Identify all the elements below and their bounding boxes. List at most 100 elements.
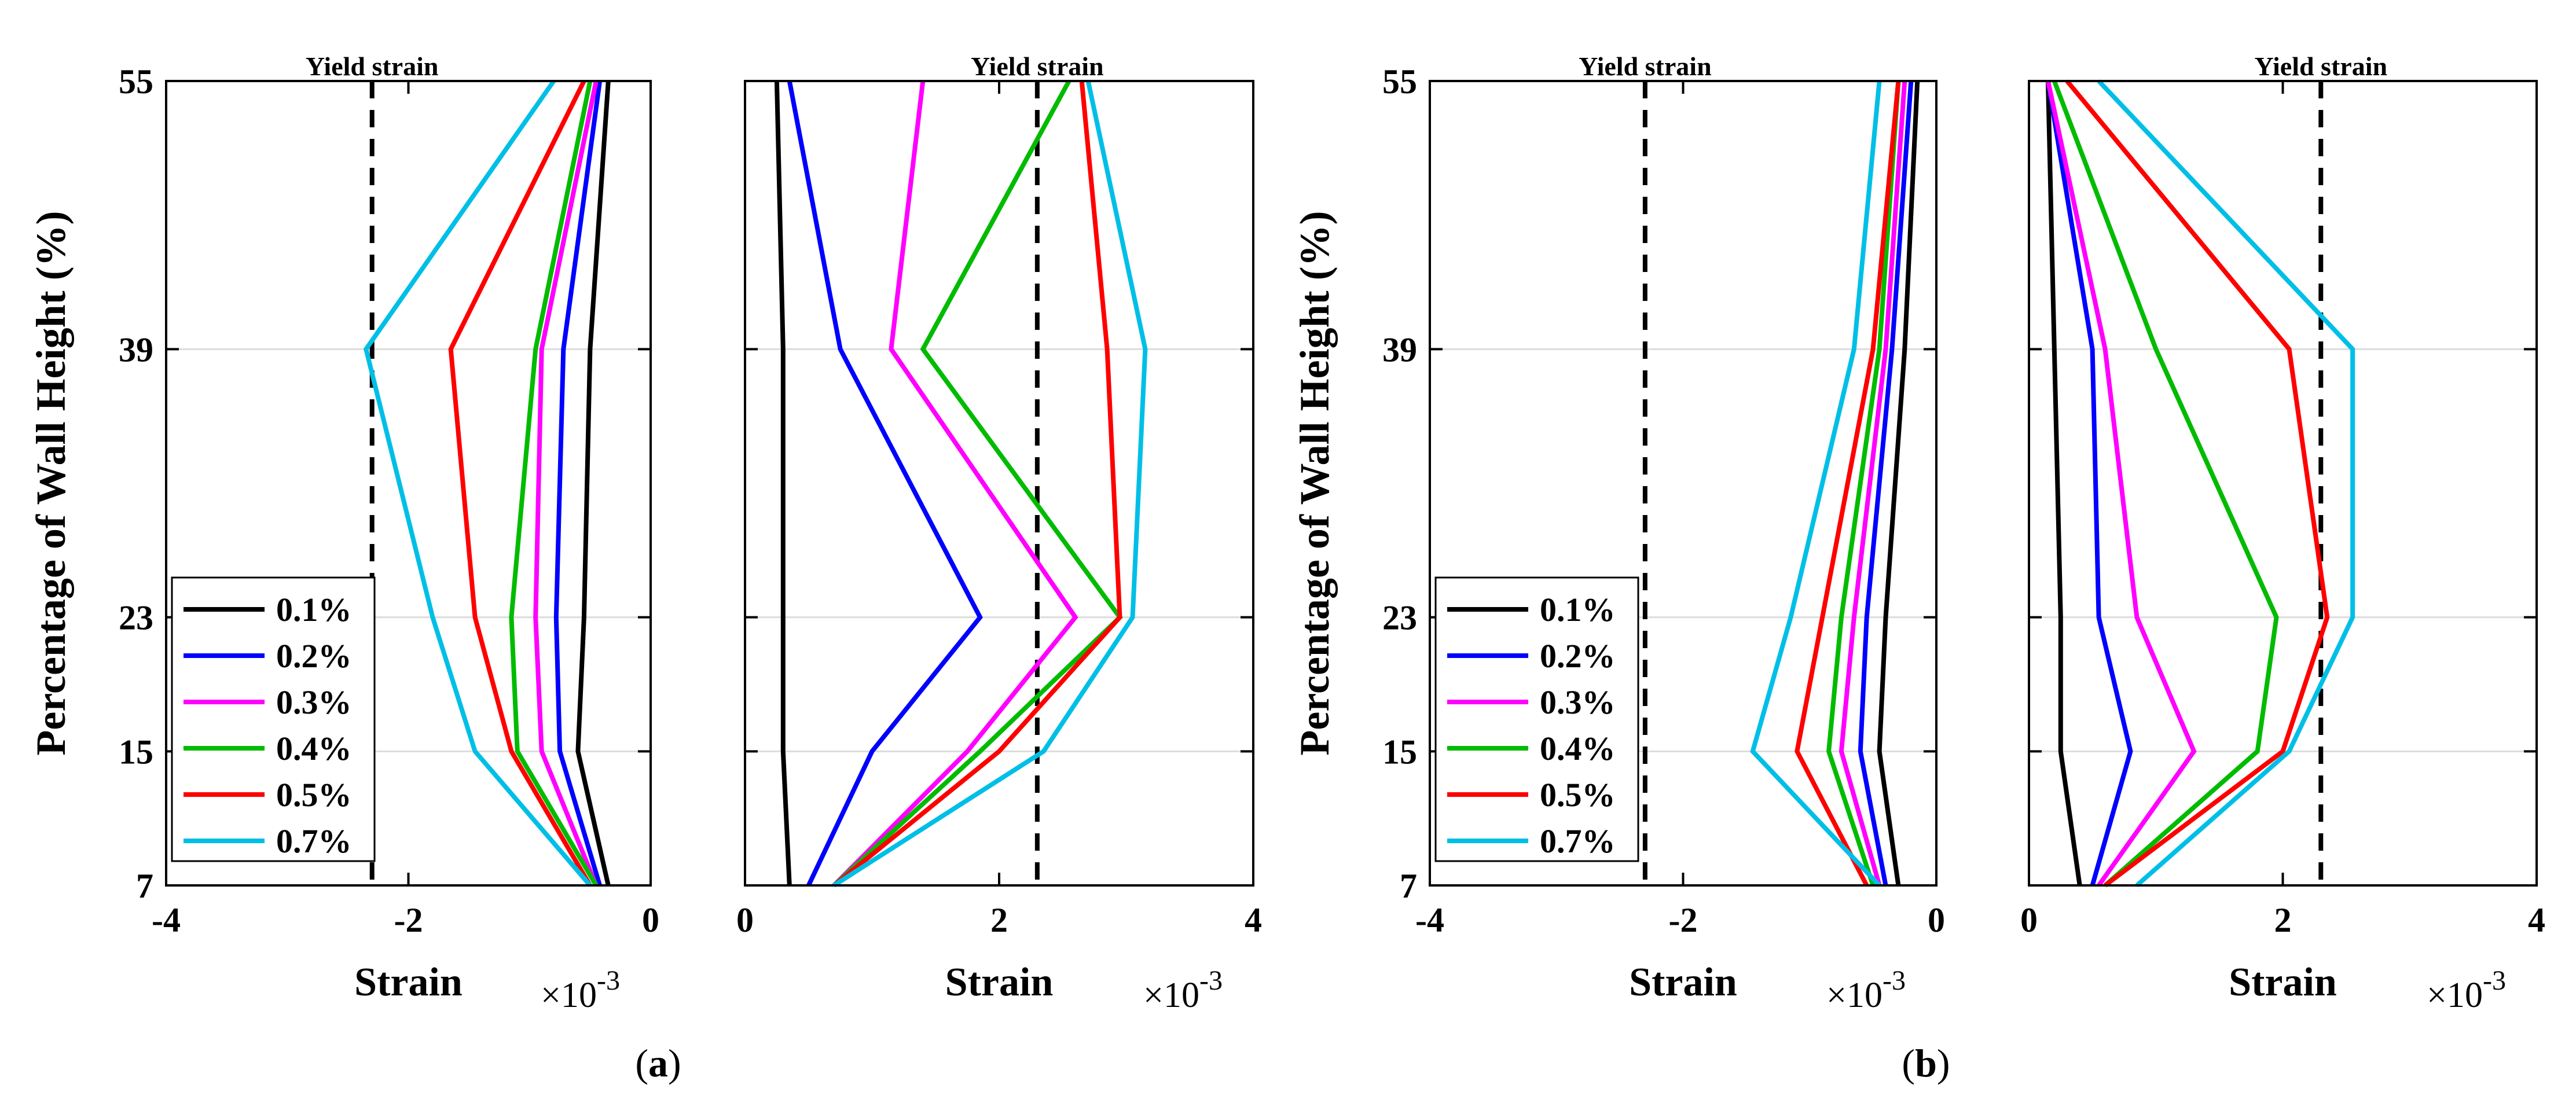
x-multiplier-base: ×10 <box>1143 976 1199 1015</box>
x-tick-label: 4 <box>2528 901 2545 939</box>
x-tick-label: -2 <box>394 901 423 939</box>
series-line-0-1pct <box>575 80 611 886</box>
subfigure-label: (b) <box>1902 1041 1950 1085</box>
legend-box <box>171 576 376 862</box>
x-multiplier-base: ×10 <box>2427 976 2483 1015</box>
legend-label: 0.5% <box>1540 776 1616 814</box>
x-axis-label: Strain <box>2229 960 2337 1005</box>
series-line-0-1pct <box>2045 80 2082 886</box>
x-axis-label: Strain <box>354 960 463 1005</box>
legend-label: 0.1% <box>1540 591 1616 628</box>
y-axis-label: Percentage of Wall Height (%) <box>28 211 74 755</box>
x-axis-multiplier: ×10-3 <box>541 965 620 1015</box>
y-tick-label: 15 <box>119 733 153 771</box>
x-axis-label: Strain <box>1629 960 1737 1005</box>
axes-box <box>744 80 1254 887</box>
legend-box <box>1434 576 1639 862</box>
x-multiplier-exponent: -3 <box>1883 965 1906 996</box>
x-multiplier-exponent: -3 <box>2483 965 2506 996</box>
series-line-0-3pct <box>1839 80 1907 887</box>
y-tick-label: 7 <box>1400 867 1417 905</box>
x-multiplier-base: ×10 <box>541 976 597 1015</box>
x-tick-label: 0 <box>2020 901 2038 939</box>
axes-box <box>2028 80 2538 887</box>
y-tick-label: 23 <box>119 599 153 637</box>
subfigure-label-letter: a <box>648 1041 668 1085</box>
subfigure-label: (a) <box>635 1041 681 1085</box>
series-line-0-5pct <box>832 80 1122 888</box>
series-line-0-2pct <box>2045 80 2133 887</box>
series-line-0-4pct <box>509 80 599 887</box>
subfigure-label-open: ( <box>1902 1041 1915 1085</box>
legend-label: 0.4% <box>1540 730 1616 767</box>
yield-strain-label: Yield strain <box>971 52 1104 81</box>
x-multiplier-base: ×10 <box>1826 976 1883 1015</box>
yield-strain-label: Yield strain <box>2254 52 2387 81</box>
x-tick-label: 2 <box>2274 901 2292 939</box>
x-tick-label: -2 <box>1669 901 1698 939</box>
y-tick-label: 15 <box>1382 733 1417 771</box>
series-line-0-3pct <box>832 80 1078 887</box>
subfigure-label-open: ( <box>635 1041 648 1085</box>
series-line-0-5pct <box>1795 80 1901 887</box>
x-axis-multiplier: ×10-3 <box>1143 965 1223 1015</box>
series-line-0-2pct <box>1858 80 1914 886</box>
x-axis-multiplier: ×10-3 <box>2427 965 2506 1015</box>
series-line-0-2pct <box>553 80 603 887</box>
series-line-0-1pct <box>1877 80 1920 886</box>
x-tick-label: -4 <box>152 901 181 939</box>
legend: 0.1% 0.2% 0.3% 0.4% 0.5% 0.7% <box>1434 576 1639 862</box>
series-line-0-1pct <box>774 80 792 886</box>
series-line-0-4pct <box>832 80 1123 887</box>
series-line-0-4pct <box>2052 80 2279 888</box>
y-tick-label: 23 <box>1382 599 1417 637</box>
series-line-0-7pct <box>363 79 592 887</box>
panel-b-compression: Yield strain 7 15 23 39 55 -4 -2 0 Strain ×10-3 Per… <box>1291 52 1945 1015</box>
x-axis-label: Strain <box>945 960 1054 1005</box>
y-tick-label: 7 <box>136 867 153 905</box>
yield-strain-label: Yield strain <box>306 52 439 81</box>
x-multiplier-exponent: -3 <box>597 965 620 996</box>
x-tick-label: -4 <box>1415 901 1444 939</box>
subfigure-label-close: ) <box>668 1041 681 1085</box>
x-multiplier-exponent: -3 <box>1199 965 1223 996</box>
panel-b-tension: Yield strain 0 2 4 Strain ×10-3 <box>2020 52 2545 1015</box>
series-line-0-7pct <box>832 80 1148 888</box>
legend-label: 0.4% <box>276 730 352 767</box>
series-line-0-7pct <box>1750 80 1882 887</box>
legend-label: 0.3% <box>1540 683 1616 721</box>
series-line-0-3pct <box>533 80 599 887</box>
legend: 0.1% 0.2% 0.3% 0.4% 0.5% 0.7% <box>171 576 376 862</box>
y-tick-label: 39 <box>1382 330 1417 369</box>
series-line-0-3pct <box>2045 80 2197 887</box>
x-axis-multiplier: ×10-3 <box>1826 965 1906 1015</box>
series-line-0-5pct <box>448 80 592 887</box>
x-tick-label: 0 <box>642 901 659 939</box>
yield-strain-label: Yield strain <box>1579 52 1712 81</box>
series-line-0-2pct <box>787 80 983 887</box>
legend-label: 0.7% <box>276 822 352 860</box>
panel-a-compression: Yield strain 7 15 23 39 55 -4 -2 0 Strain ×10-3 Per… <box>28 52 659 1015</box>
legend-label: 0.2% <box>1540 637 1616 675</box>
x-tick-label: 0 <box>1928 901 1945 939</box>
x-tick-label: 2 <box>990 901 1008 939</box>
y-axis-label: Percentage of Wall Height (%) <box>1291 211 1338 755</box>
y-tick-label: 55 <box>1382 62 1417 101</box>
legend-label: 0.3% <box>276 683 352 721</box>
legend-label: 0.7% <box>1540 822 1616 860</box>
series-line-0-5pct <box>2065 79 2330 888</box>
legend-label: 0.2% <box>276 637 352 675</box>
subfigure-label-letter: b <box>1915 1041 1937 1085</box>
x-tick-label: 4 <box>1245 901 1262 939</box>
series-line-0-4pct <box>1826 80 1901 887</box>
y-tick-label: 39 <box>119 330 153 369</box>
y-tick-label: 55 <box>119 62 153 101</box>
panel-a-tension: Yield strain 0 2 4 Strain ×10-3 <box>736 52 1262 1015</box>
legend-label: 0.5% <box>276 776 352 814</box>
series-line-0-7pct <box>2097 79 2355 888</box>
legend-label: 0.1% <box>276 591 352 628</box>
subfigure-label-close: ) <box>1937 1041 1950 1085</box>
